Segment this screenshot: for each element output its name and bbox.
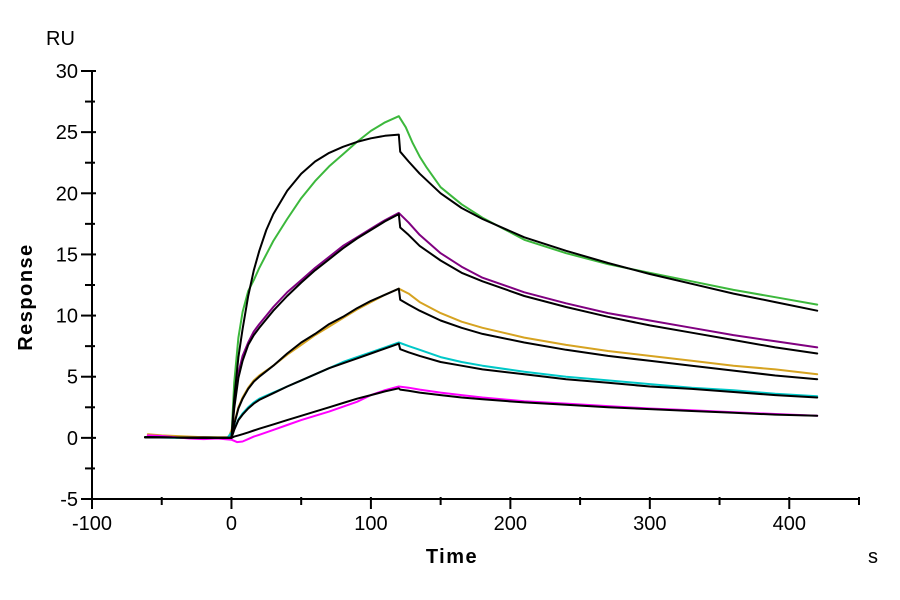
series-trace-5-fit-line	[144, 387, 819, 439]
series-trace-5-data-line	[146, 385, 819, 444]
y-tick-label: 15	[56, 244, 78, 266]
y-tick-label: 0	[67, 428, 78, 450]
y-tick-label: 25	[56, 122, 78, 144]
series-trace-2-fit-line	[144, 213, 819, 439]
series-trace-4-fit-line	[144, 342, 819, 439]
x-tick-label: -100	[72, 513, 112, 535]
y-tick-label: 30	[56, 61, 78, 83]
series-trace-3-data-line	[146, 287, 819, 439]
series-trace-2-data-line	[146, 211, 819, 439]
x-unit-label: s	[868, 546, 878, 568]
series-trace-1-fit-line	[144, 133, 819, 439]
x-axis-title: Time	[426, 546, 478, 568]
x-tick-label: 100	[354, 513, 387, 535]
y-tick-label: 20	[56, 183, 78, 205]
x-tick-label: 200	[494, 513, 527, 535]
y-axis-title: Response	[15, 243, 37, 351]
y-tick-label: 10	[56, 306, 78, 328]
y-tick-label: 5	[67, 367, 78, 389]
series-trace-3-fit-line	[144, 287, 819, 439]
y-tick-label: -5	[60, 489, 78, 511]
x-tick-label: 300	[633, 513, 666, 535]
y-unit-label: RU	[46, 28, 75, 50]
plot-area: -5 0 5 10 15 20 25 30 -100 0 100 200 300 400	[56, 61, 860, 535]
x-tick-label: 0	[226, 513, 237, 535]
x-tick-label: 400	[773, 513, 806, 535]
